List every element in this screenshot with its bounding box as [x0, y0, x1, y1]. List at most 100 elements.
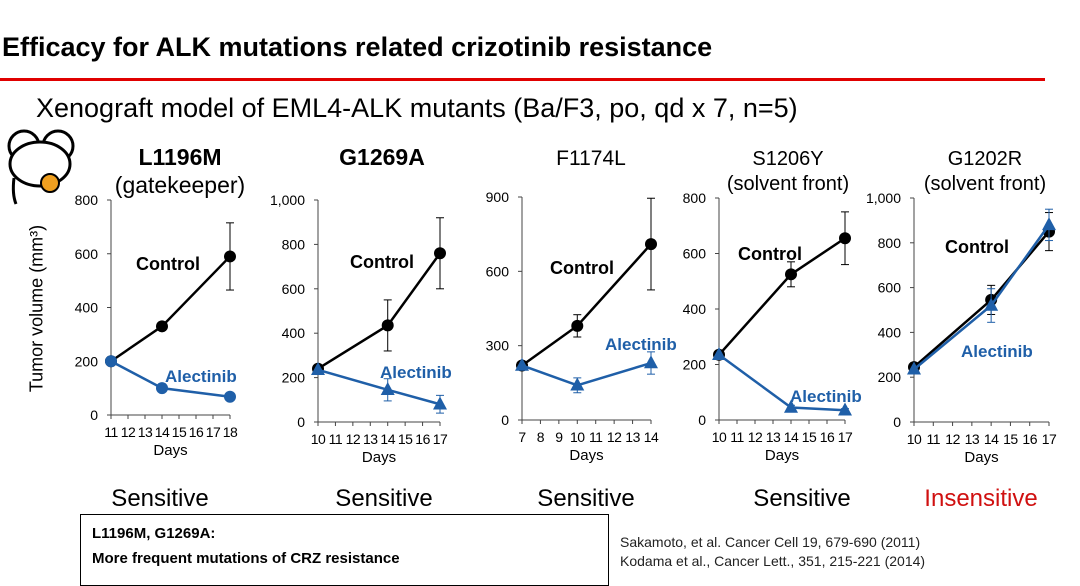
x-tick-label-g1269a: 13	[363, 431, 378, 447]
y-tick-label-g1202r: 800	[878, 235, 902, 251]
y-tick-label-g1269a: 1,000	[270, 192, 305, 208]
x-tick-label-l1196m: 17	[206, 424, 221, 440]
series-label-alectinib-s1206y: Alectinib	[790, 387, 862, 406]
y-tick-label-f1174l: 600	[486, 263, 510, 279]
chart-subtitle-g1202r: (solvent front)	[924, 173, 1046, 195]
data-point-alectinib-g1202r	[1042, 217, 1056, 231]
series-line-alectinib-f1174l	[521, 361, 652, 387]
x-tick-label-g1269a: 15	[398, 431, 413, 447]
data-point-alectinib-s1206y	[712, 346, 726, 360]
data-point-control-l1196m	[224, 250, 236, 263]
x-tick-label-s1206y: 15	[802, 429, 817, 445]
result-label-s1206y: Sensitive	[753, 485, 851, 512]
y-tick-label-g1269a: 400	[282, 325, 306, 341]
x-tick-label-l1196m: 13	[138, 424, 153, 440]
data-point-control-f1174l	[571, 319, 584, 332]
x-tick-label-s1206y: 10	[712, 429, 727, 445]
x-axis-label-g1202r: Days	[964, 449, 998, 466]
y-tick-label-l1196m: 800	[75, 192, 99, 208]
x-tick-label-g1202r: 17	[1042, 431, 1057, 447]
data-point-control-g1269a	[434, 247, 446, 260]
data-point-alectinib-g1269a	[311, 362, 325, 376]
series-label-alectinib-f1174l: Alectinib	[605, 335, 677, 354]
y-tick-label-l1196m: 200	[75, 353, 99, 369]
note-box: L1196M, G1269A: More frequent mutations …	[80, 514, 609, 586]
result-label-l1196m: Sensitive	[111, 485, 209, 512]
chart-title-g1202r: G1202R	[948, 148, 1023, 170]
x-tick-label-s1206y: 12	[748, 429, 763, 445]
x-tick-label-g1269a: 17	[433, 431, 448, 447]
data-point-control-f1174l	[645, 238, 657, 251]
series-label-control-s1206y: Control	[738, 244, 802, 264]
x-tick-label-g1202r: 10	[907, 431, 922, 447]
chart-title-g1269a: G1269A	[339, 144, 425, 170]
y-tick-label-f1174l: 300	[486, 338, 510, 354]
slide-subtitle: Xenograft model of EML4-ALK mutants (Ba/…	[36, 93, 798, 123]
slide-title: Efficacy for ALK mutations related crizo…	[2, 32, 713, 62]
x-tick-label-f1174l: 7	[518, 429, 526, 445]
y-tick-label-g1202r: 600	[878, 280, 902, 296]
y-tick-label-s1206y: 800	[683, 190, 707, 206]
data-point-alectinib-l1196m	[156, 382, 168, 395]
y-tick-label-g1269a: 0	[297, 414, 305, 430]
chart-subtitle-s1206y: (solvent front)	[727, 173, 849, 195]
y-tick-label-g1202r: 200	[878, 369, 902, 385]
result-label-g1202r: Insensitive	[924, 485, 1038, 512]
y-tick-label-g1202r: 400	[878, 324, 902, 340]
data-point-alectinib-f1174l	[644, 355, 658, 369]
y-tick-label-l1196m: 0	[90, 407, 98, 423]
data-point-alectinib-l1196m	[105, 355, 117, 368]
y-tick-label-g1202r: 1,000	[866, 190, 901, 206]
y-tick-label-g1269a: 600	[282, 281, 306, 297]
x-tick-label-l1196m: 15	[172, 424, 187, 440]
data-point-control-l1196m	[156, 320, 168, 333]
x-tick-label-s1206y: 17	[838, 429, 853, 445]
x-tick-label-f1174l: 13	[625, 429, 640, 445]
data-point-alectinib-f1174l	[515, 357, 529, 371]
data-point-alectinib-l1196m	[224, 390, 236, 403]
chart-title-s1206y: S1206Y	[752, 148, 823, 170]
x-tick-label-s1206y: 13	[766, 429, 781, 445]
x-tick-label-g1202r: 15	[1003, 431, 1018, 447]
y-tick-label-g1269a: 200	[282, 370, 306, 386]
chart-subtitle-l1196m: (gatekeeper)	[115, 172, 245, 198]
x-tick-label-g1269a: 10	[311, 431, 326, 447]
y-tick-label-l1196m: 600	[75, 246, 99, 262]
x-tick-label-g1269a: 14	[380, 431, 395, 447]
data-point-control-g1269a	[381, 319, 394, 332]
x-axis-label-l1196m: Days	[153, 442, 187, 459]
data-point-alectinib-f1174l	[570, 377, 585, 391]
data-point-alectinib-g1202r	[907, 361, 921, 375]
data-point-alectinib-s1206y	[784, 399, 798, 413]
y-tick-label-s1206y: 600	[683, 246, 707, 262]
chart-title-f1174l: F1174L	[556, 147, 626, 170]
series-label-alectinib-g1269a: Alectinib	[380, 363, 452, 382]
x-tick-label-f1174l: 12	[607, 429, 622, 445]
x-tick-label-l1196m: 12	[121, 424, 136, 440]
series-label-alectinib-g1202r: Alectinib	[961, 342, 1033, 361]
note-line-1: L1196M, G1269A:	[92, 525, 216, 542]
x-tick-label-g1202r: 12	[945, 431, 960, 447]
series-label-control-g1202r: Control	[945, 237, 1009, 257]
y-tick-label-g1269a: 800	[282, 236, 306, 252]
x-tick-label-l1196m: 18	[223, 424, 238, 440]
note-line-2: More frequent mutations of CRZ resistanc…	[92, 550, 400, 567]
x-axis-label-g1269a: Days	[362, 449, 396, 466]
x-tick-label-l1196m: 14	[155, 424, 170, 440]
mouse-icon	[7, 129, 75, 205]
data-point-alectinib-g1202r	[984, 297, 999, 311]
x-tick-label-g1202r: 13	[965, 431, 980, 447]
x-tick-label-l1196m: 11	[104, 424, 118, 440]
x-tick-label-g1269a: 12	[346, 431, 361, 447]
x-axis-label-f1174l: Days	[569, 447, 603, 464]
result-label-f1174l: Sensitive	[537, 485, 635, 512]
result-label-g1269a: Sensitive	[335, 485, 433, 512]
x-tick-label-g1269a: 11	[329, 431, 343, 447]
reference-1: Sakamoto, et al. Cancer Cell 19, 679-690…	[620, 534, 921, 550]
series-label-control-l1196m: Control	[136, 254, 200, 274]
x-tick-label-s1206y: 11	[730, 429, 744, 445]
x-tick-label-f1174l: 10	[570, 429, 585, 445]
y-tick-label-f1174l: 0	[501, 412, 509, 428]
x-tick-label-f1174l: 8	[537, 429, 545, 445]
x-tick-label-s1206y: 16	[820, 429, 835, 445]
